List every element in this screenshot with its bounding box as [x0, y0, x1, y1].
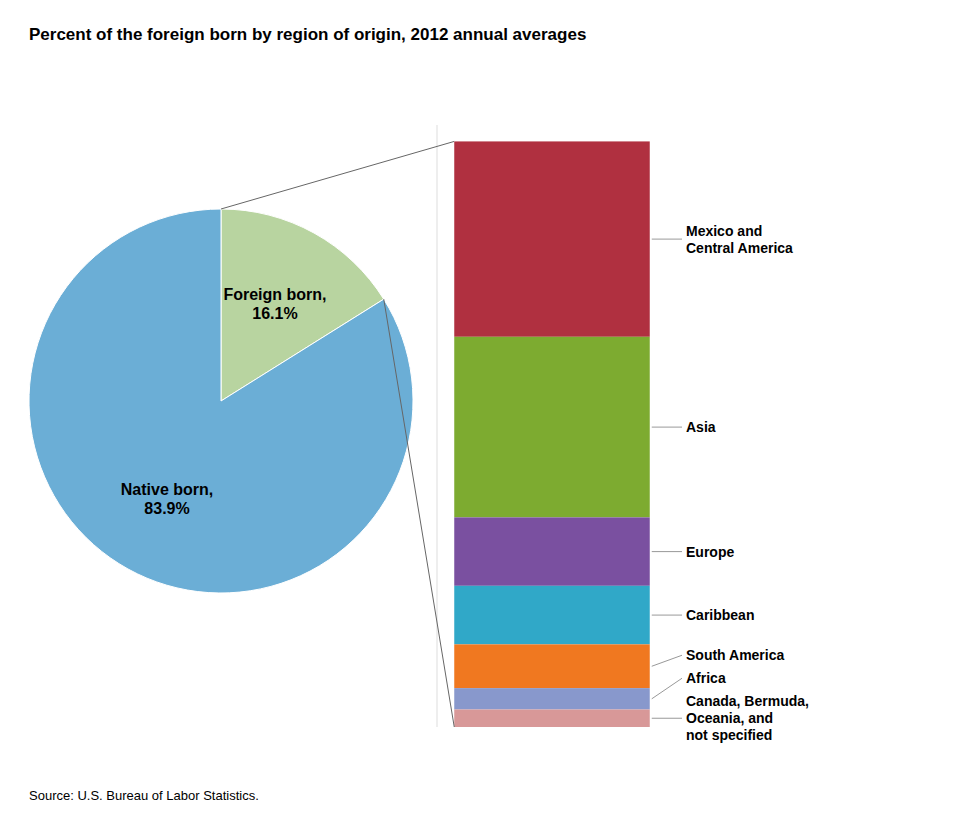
pie-slice: Native born — [29, 209, 413, 593]
region-label: South America — [686, 647, 784, 663]
text-line: Mexico and — [686, 223, 762, 239]
annotation: Source: U.S. Bureau of Labor Statistics. — [29, 788, 259, 803]
label-leader — [652, 615, 682, 616]
text-line: Central America — [686, 240, 793, 256]
label-leader — [652, 718, 682, 719]
label-leader — [652, 427, 682, 428]
background — [0, 0, 960, 836]
region-label: Asia — [686, 419, 716, 435]
bar-segment — [454, 141, 650, 336]
text-line: Caribbean — [686, 607, 754, 623]
bar-segment — [454, 644, 650, 688]
label-leader — [652, 239, 682, 240]
label-leader — [652, 678, 682, 699]
connector-line — [384, 299, 454, 727]
text-line: South America — [686, 647, 784, 663]
connector-line — [221, 141, 454, 209]
text-line: Oceania, and — [686, 710, 773, 726]
region-label: Canada, Bermuda,Oceania, andnot specifie… — [686, 693, 809, 743]
region-label: Africa — [686, 670, 726, 686]
bar-group — [454, 141, 650, 727]
bar-segment — [454, 586, 650, 645]
text-line: 16.1% — [252, 305, 297, 322]
bar-segment — [454, 688, 650, 709]
bar-segment — [454, 709, 650, 727]
chart: Percent of the foreign born by region of… — [0, 0, 960, 836]
pie-label: Native born, 83.9% — [121, 480, 213, 516]
region-label: Europe — [686, 544, 734, 560]
text-line: Canada, Bermuda, — [686, 693, 809, 709]
text-line: Native born, — [121, 480, 213, 497]
pie: Foreign bornNative born — [29, 209, 413, 593]
text-line: Foreign born, — [223, 286, 326, 303]
label-leader — [652, 655, 682, 666]
bar-segment — [454, 337, 650, 518]
text-line: not specified — [686, 727, 772, 743]
region-label: Mexico andCentral America — [686, 223, 793, 256]
text-line: Europe — [686, 544, 734, 560]
y-axis-line — [437, 125, 438, 727]
title: Percent of the foreign born by region of… — [29, 25, 586, 44]
bar-segment — [454, 517, 650, 585]
text-line: Africa — [686, 670, 726, 686]
text-line: Asia — [686, 419, 716, 435]
label-leader — [652, 551, 682, 552]
region-label: Caribbean — [686, 607, 754, 623]
text-line: 83.9% — [144, 499, 189, 516]
pie-label: Foreign born, 16.1% — [223, 286, 326, 322]
